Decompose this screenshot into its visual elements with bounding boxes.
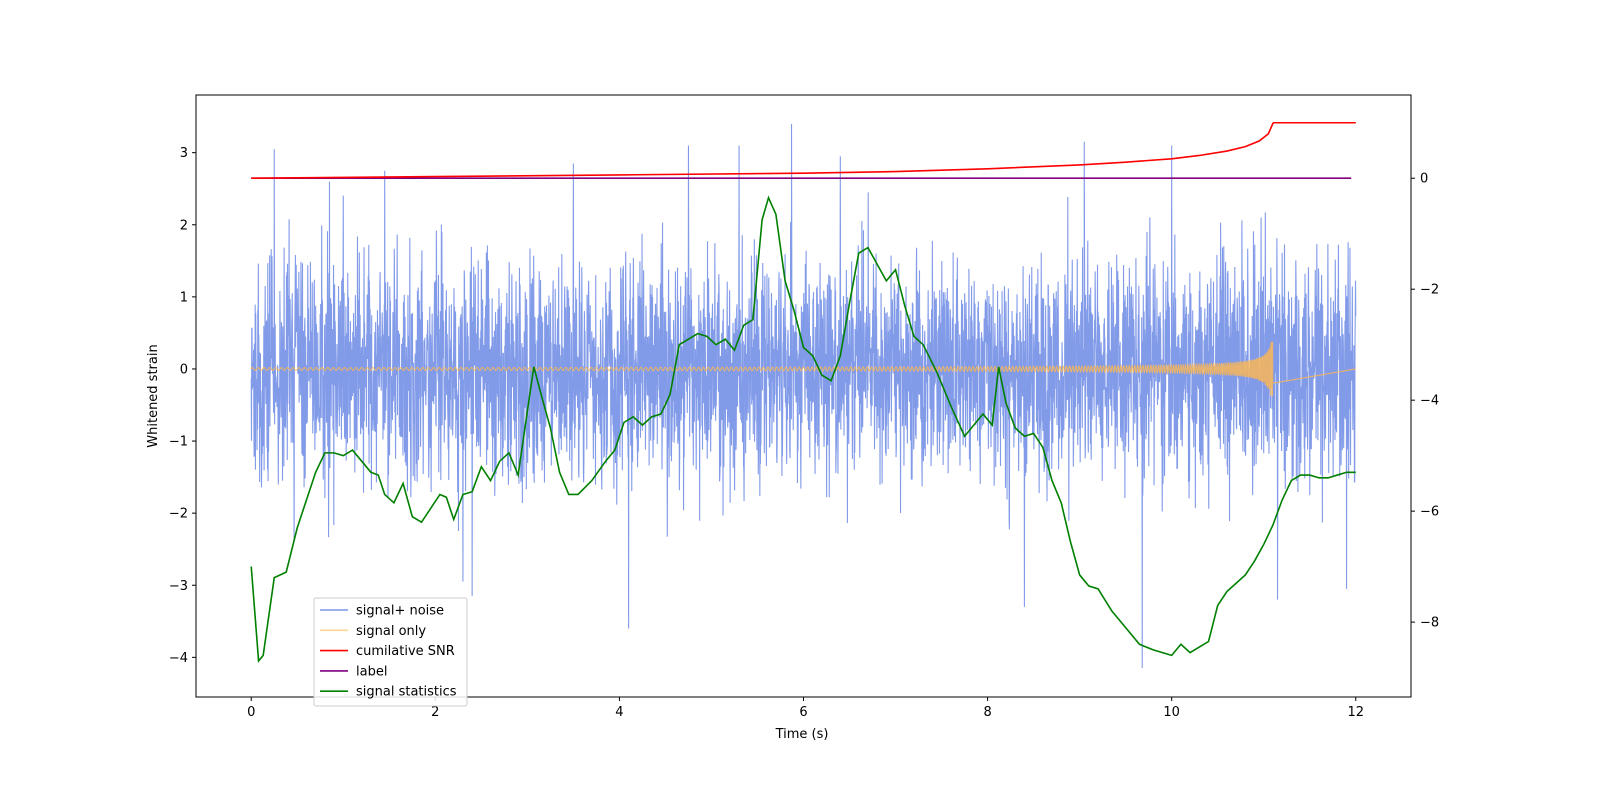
y-tick-label: −2 — [169, 507, 188, 522]
legend-label: signal only — [356, 624, 426, 639]
x-tick-label: 0 — [247, 705, 255, 720]
y-tick-label: 2 — [180, 218, 188, 233]
y-tick-label: 1 — [180, 290, 188, 305]
x-axis: 0 2 4 6 8 10 12 — [247, 697, 1364, 720]
x-tick-label: 6 — [799, 705, 807, 720]
legend-label: cumilative SNR — [356, 644, 455, 659]
series-layer — [250, 121, 1357, 669]
x-tick-label: 4 — [615, 705, 623, 720]
y2-tick-label: −8 — [1420, 616, 1439, 631]
legend: signal+ noise signal only cumilative SNR la… — [313, 597, 468, 707]
y-tick-label: 0 — [180, 362, 188, 377]
series-signal-noise-line — [250, 123, 1357, 669]
y-axis-label: Whitened strain — [146, 344, 161, 447]
legend-label: signal+ noise — [356, 604, 444, 619]
x-tick-label: 10 — [1163, 705, 1180, 720]
series-signal-statistics-line — [250, 195, 1356, 663]
series-signal-only-line — [250, 341, 1356, 397]
x-tick-label: 12 — [1347, 705, 1364, 720]
y-tick-label: −4 — [169, 651, 188, 666]
y-tick-label: −3 — [169, 579, 188, 594]
legend-box — [313, 597, 468, 707]
x-axis-label: Time (s) — [775, 727, 829, 742]
y2-tick-label: −2 — [1420, 283, 1439, 298]
y-tick-label: 3 — [180, 146, 188, 161]
y2-tick-label: −6 — [1420, 505, 1439, 520]
x-tick-label: 8 — [983, 705, 991, 720]
x-tick-label: 2 — [431, 705, 439, 720]
y-axis-left: −4 −3 −2 −1 0 1 2 3 — [169, 146, 196, 666]
y2-tick-label: 0 — [1420, 172, 1428, 187]
y-tick-label: −1 — [169, 435, 188, 450]
y2-tick-label: −4 — [1420, 394, 1439, 409]
y-axis-right: −8 −6 −4 −2 0 — [1411, 172, 1439, 631]
series-cumulative-snr-line — [251, 121, 1356, 180]
legend-label: signal statistics — [356, 685, 457, 700]
legend-label: label — [356, 664, 387, 679]
